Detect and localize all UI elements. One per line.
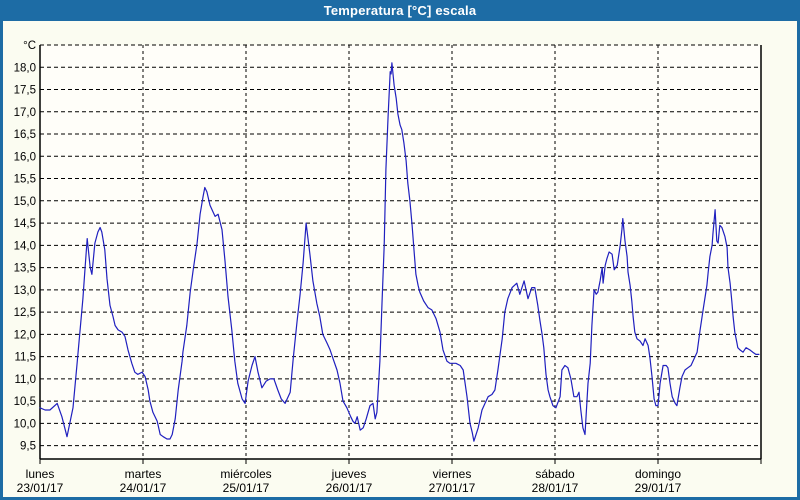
x-date-label: 29/01/17 bbox=[635, 481, 682, 495]
x-weekday-label: jueves bbox=[331, 467, 367, 481]
chart-content: 18,0 17,5 17,0 16,5 16,0 15,5 15,0 14,5 14,0 13,5… bbox=[3, 21, 797, 497]
x-date-label: 24/01/17 bbox=[120, 481, 167, 495]
y-tick-label: 11,5 bbox=[14, 352, 36, 364]
chart-title: Temperatura [°C] escala bbox=[323, 3, 477, 18]
x-weekday-label: sábado bbox=[535, 467, 575, 481]
y-tick-label: 13,0 bbox=[14, 285, 36, 297]
y-tick-label: 15,0 bbox=[14, 196, 36, 208]
x-date-label: 27/01/17 bbox=[429, 481, 476, 495]
y-axis-unit-label: °C bbox=[23, 40, 36, 52]
plot-area[interactable] bbox=[40, 45, 761, 459]
y-tick-label: 10,5 bbox=[14, 396, 36, 408]
title-bar: Temperatura [°C] escala bbox=[0, 0, 800, 21]
y-tick-label: 18,0 bbox=[14, 62, 36, 74]
chart-svg: 18,0 17,5 17,0 16,5 16,0 15,5 15,0 14,5 14,0 13,5… bbox=[3, 21, 797, 497]
y-tick-label: 14,0 bbox=[14, 240, 36, 252]
x-weekday-label: viernes bbox=[433, 467, 472, 481]
x-date-label: 25/01/17 bbox=[223, 481, 270, 495]
y-tick-label: 17,0 bbox=[14, 107, 36, 119]
y-tick-label: 11,0 bbox=[14, 374, 36, 386]
y-tick-label: 17,5 bbox=[14, 85, 36, 97]
y-tick-label: 12,0 bbox=[14, 329, 36, 341]
y-tick-label: 14,5 bbox=[14, 218, 36, 230]
x-date-label: 28/01/17 bbox=[532, 481, 579, 495]
y-tick-label: 16,0 bbox=[14, 151, 36, 163]
temperature-line bbox=[39, 62, 760, 442]
y-tick-label: 15,5 bbox=[14, 174, 36, 186]
y-tick-label: 9,5 bbox=[20, 441, 36, 453]
x-weekday-label: domingo bbox=[635, 467, 681, 481]
x-date-label: 23/01/17 bbox=[17, 481, 64, 495]
y-tick-label: 13,5 bbox=[14, 263, 36, 275]
x-weekday-label: miércoles bbox=[220, 467, 271, 481]
y-tick-label: 16,5 bbox=[14, 129, 36, 141]
x-weekday-label: martes bbox=[125, 467, 162, 481]
x-weekday-label: lunes bbox=[26, 467, 55, 481]
x-date-label: 26/01/17 bbox=[326, 481, 373, 495]
y-tick-label: 12,5 bbox=[14, 307, 36, 319]
y-tick-label: 10,0 bbox=[14, 418, 36, 430]
